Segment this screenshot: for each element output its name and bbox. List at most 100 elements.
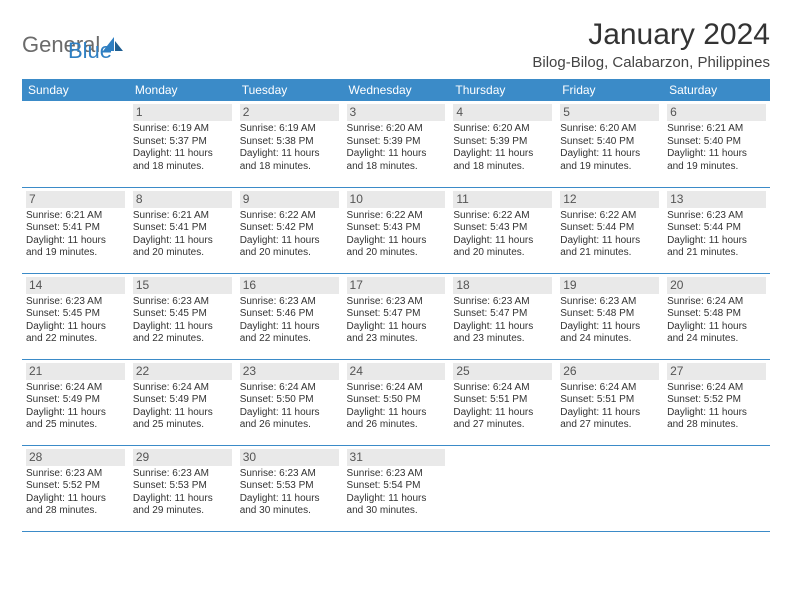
sunset-text: Sunset: 5:50 PM xyxy=(347,394,446,407)
weekday-header: Saturday xyxy=(663,79,770,101)
daylight-text: and 22 minutes. xyxy=(240,333,339,346)
sunset-text: Sunset: 5:39 PM xyxy=(347,136,446,149)
daylight-text: and 24 minutes. xyxy=(560,333,659,346)
daylight-text: and 27 minutes. xyxy=(560,419,659,432)
calendar-table: SundayMondayTuesdayWednesdayThursdayFrid… xyxy=(22,79,770,532)
sunset-text: Sunset: 5:47 PM xyxy=(453,308,552,321)
day-number: 3 xyxy=(347,104,446,121)
calendar-week-row: 1Sunrise: 6:19 AMSunset: 5:37 PMDaylight… xyxy=(22,101,770,187)
sunset-text: Sunset: 5:38 PM xyxy=(240,136,339,149)
calendar-day-cell: 10Sunrise: 6:22 AMSunset: 5:43 PMDayligh… xyxy=(343,187,450,273)
calendar-day-cell: 26Sunrise: 6:24 AMSunset: 5:51 PMDayligh… xyxy=(556,359,663,445)
day-number: 21 xyxy=(26,363,125,380)
daylight-text: and 24 minutes. xyxy=(667,333,766,346)
calendar-day-cell: 23Sunrise: 6:24 AMSunset: 5:50 PMDayligh… xyxy=(236,359,343,445)
sunrise-text: Sunrise: 6:23 AM xyxy=(26,296,125,309)
sunrise-text: Sunrise: 6:24 AM xyxy=(26,382,125,395)
daylight-text: Daylight: 11 hours xyxy=(347,148,446,161)
day-number: 14 xyxy=(26,277,125,294)
daylight-text: Daylight: 11 hours xyxy=(240,493,339,506)
day-number: 2 xyxy=(240,104,339,121)
sunrise-text: Sunrise: 6:20 AM xyxy=(453,123,552,136)
sunset-text: Sunset: 5:43 PM xyxy=(347,222,446,235)
sunset-text: Sunset: 5:40 PM xyxy=(667,136,766,149)
calendar-day-cell: 17 Sunrise: 6:23 AMSunset: 5:47 PMDayligh… xyxy=(343,273,450,359)
weekday-header: Tuesday xyxy=(236,79,343,101)
sunrise-text: Sunrise: 6:19 AM xyxy=(133,123,232,136)
sunrise-text: Sunrise: 6:24 AM xyxy=(667,382,766,395)
sunrise-text: Sunrise: 6:24 AM xyxy=(240,382,339,395)
sunset-text: Sunset: 5:52 PM xyxy=(26,480,125,493)
sunrise-text: Sunrise: 6:23 AM xyxy=(347,296,446,309)
daylight-text: and 25 minutes. xyxy=(26,419,125,432)
day-number: 22 xyxy=(133,363,232,380)
day-number: 31 xyxy=(347,449,446,466)
sunrise-text: Sunrise: 6:21 AM xyxy=(667,123,766,136)
calendar-day-cell: 19Sunrise: 6:23 AMSunset: 5:48 PMDayligh… xyxy=(556,273,663,359)
sunset-text: Sunset: 5:39 PM xyxy=(453,136,552,149)
weekday-header: Thursday xyxy=(449,79,556,101)
daylight-text: Daylight: 11 hours xyxy=(240,148,339,161)
day-number: 17 xyxy=(347,277,446,294)
sunrise-text: Sunrise: 6:19 AM xyxy=(240,123,339,136)
sunset-text: Sunset: 5:44 PM xyxy=(667,222,766,235)
daylight-text: Daylight: 11 hours xyxy=(453,148,552,161)
day-number: 19 xyxy=(560,277,659,294)
daylight-text: and 20 minutes. xyxy=(133,247,232,260)
calendar-empty-cell xyxy=(449,445,556,531)
sunset-text: Sunset: 5:41 PM xyxy=(133,222,232,235)
sunset-text: Sunset: 5:49 PM xyxy=(133,394,232,407)
daylight-text: Daylight: 11 hours xyxy=(26,407,125,420)
calendar-empty-cell xyxy=(22,101,129,187)
daylight-text: and 30 minutes. xyxy=(240,505,339,518)
calendar-day-cell: 31Sunrise: 6:23 AMSunset: 5:54 PMDayligh… xyxy=(343,445,450,531)
daylight-text: and 20 minutes. xyxy=(347,247,446,260)
daylight-text: and 21 minutes. xyxy=(560,247,659,260)
sunset-text: Sunset: 5:44 PM xyxy=(560,222,659,235)
daylight-text: and 19 minutes. xyxy=(667,161,766,174)
sunset-text: Sunset: 5:52 PM xyxy=(667,394,766,407)
day-number: 26 xyxy=(560,363,659,380)
daylight-text: and 23 minutes. xyxy=(453,333,552,346)
daylight-text: and 22 minutes. xyxy=(133,333,232,346)
day-number: 5 xyxy=(560,104,659,121)
calendar-body: 1Sunrise: 6:19 AMSunset: 5:37 PMDaylight… xyxy=(22,101,770,531)
daylight-text: and 20 minutes. xyxy=(240,247,339,260)
calendar-day-cell: 21Sunrise: 6:24 AMSunset: 5:49 PMDayligh… xyxy=(22,359,129,445)
sunrise-text: Sunrise: 6:23 AM xyxy=(240,468,339,481)
page-header: GeneralBlue January 2024 Bilog-Bilog, Ca… xyxy=(22,18,770,71)
calendar-day-cell: 18Sunrise: 6:23 AMSunset: 5:47 PMDayligh… xyxy=(449,273,556,359)
daylight-text: Daylight: 11 hours xyxy=(26,235,125,248)
calendar-week-row: 14Sunrise: 6:23 AMSunset: 5:45 PMDayligh… xyxy=(22,273,770,359)
sunrise-text: Sunrise: 6:24 AM xyxy=(667,296,766,309)
calendar-day-cell: 6Sunrise: 6:21 AMSunset: 5:40 PMDaylight… xyxy=(663,101,770,187)
sunset-text: Sunset: 5:45 PM xyxy=(26,308,125,321)
calendar-week-row: 28 Sunrise: 6:23 AM Sunset: 5:52 PM Dayligh… xyxy=(22,445,770,531)
day-number: 18 xyxy=(453,277,552,294)
brand-logo: GeneralBlue xyxy=(22,18,162,66)
daylight-text: Daylight: 11 hours xyxy=(453,407,552,420)
day-number: 28 xyxy=(26,449,125,466)
day-number: 30 xyxy=(240,449,339,466)
title-block: January 2024 Bilog-Bilog, Calabarzon, Ph… xyxy=(532,18,770,71)
calendar-page: GeneralBlue January 2024 Bilog-Bilog, Ca… xyxy=(0,0,792,550)
calendar-day-cell: 5Sunrise: 6:20 AMSunset: 5:40 PMDaylight… xyxy=(556,101,663,187)
calendar-day-cell: 24Sunrise: 6:24 AMSunset: 5:50 PMDayligh… xyxy=(343,359,450,445)
daylight-text: and 18 minutes. xyxy=(453,161,552,174)
calendar-day-cell: 12Sunrise: 6:22 AMSunset: 5:44 PMDayligh… xyxy=(556,187,663,273)
sunset-text: Sunset: 5:41 PM xyxy=(26,222,125,235)
sunrise-text: Sunrise: 6:23 AM xyxy=(133,468,232,481)
sunset-text: Sunset: 5:47 PM xyxy=(347,308,446,321)
calendar-day-cell: 2 Sunrise: 6:19 AMSunset: 5:38 PMDaylight… xyxy=(236,101,343,187)
daylight-text: Daylight: 11 hours xyxy=(347,321,446,334)
day-number: 20 xyxy=(667,277,766,294)
daylight-text: and 23 minutes. xyxy=(347,333,446,346)
day-number: 12 xyxy=(560,191,659,208)
daylight-text: Daylight: 11 hours xyxy=(560,235,659,248)
day-number: 11 xyxy=(453,191,552,208)
daylight-text: and 20 minutes. xyxy=(453,247,552,260)
sunrise-text: Sunrise: 6:24 AM xyxy=(133,382,232,395)
daylight-text: and 26 minutes. xyxy=(347,419,446,432)
daylight-text: and 18 minutes. xyxy=(347,161,446,174)
daylight-text: Daylight: 11 hours xyxy=(240,407,339,420)
